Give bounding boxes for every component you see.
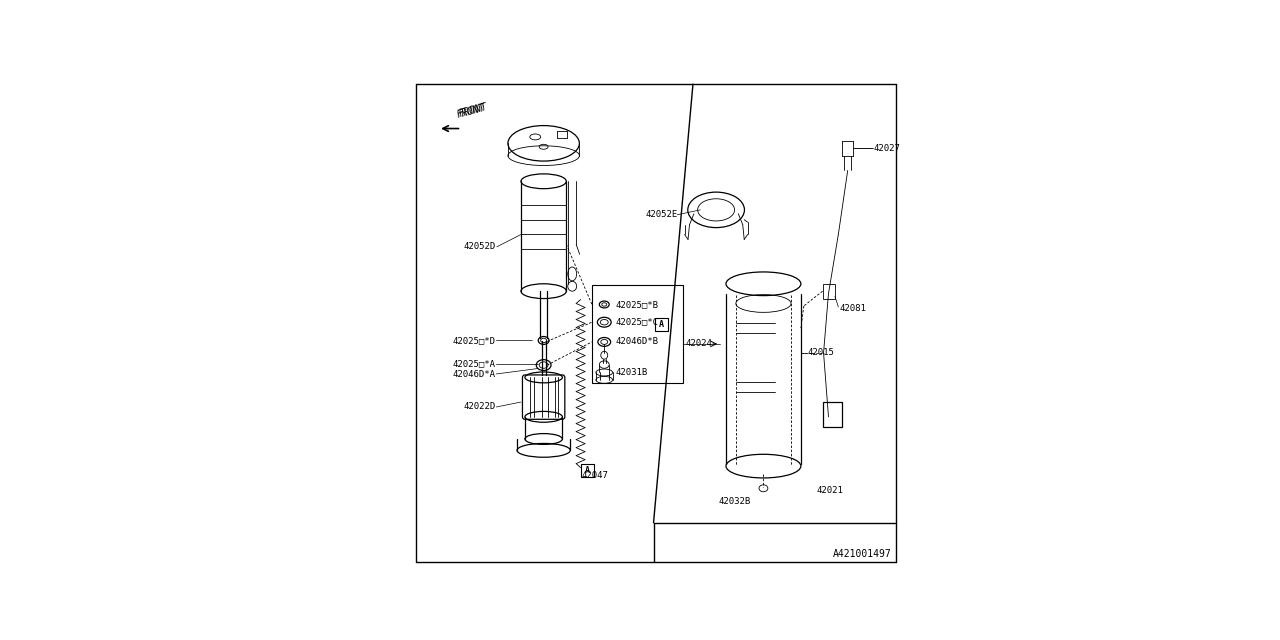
Text: 42025□*D: 42025□*D [452,336,495,345]
Text: 42031B: 42031B [616,368,648,377]
Text: A: A [659,320,664,329]
Bar [823,402,842,427]
Text: 42025□*C: 42025□*C [616,317,659,326]
Text: 42081: 42081 [840,304,867,313]
Text: 42022D: 42022D [463,403,495,412]
Text: A: A [585,466,590,475]
Text: 42024: 42024 [686,339,713,348]
Text: FRONT: FRONT [456,103,486,120]
Text: 42015: 42015 [808,348,835,357]
Text: 42052D: 42052D [463,243,495,252]
Text: 42047: 42047 [581,471,608,480]
Text: 42052E: 42052E [646,211,678,220]
Bar [823,284,835,298]
Text: 42025□*A: 42025□*A [452,359,495,368]
Text: 42021: 42021 [817,486,844,495]
Ellipse shape [530,134,540,140]
Text: A421001497: A421001497 [833,548,892,559]
Bar [581,464,594,477]
Text: 42032B: 42032B [719,497,751,506]
Text: 42027: 42027 [874,144,901,153]
Text: 42046D*A: 42046D*A [452,371,495,380]
Text: FRONT: FRONT [458,101,489,118]
Text: 42025□*B: 42025□*B [616,300,659,309]
Text: 42046D*B: 42046D*B [616,337,659,346]
Bar [591,285,684,383]
Bar [655,318,668,331]
